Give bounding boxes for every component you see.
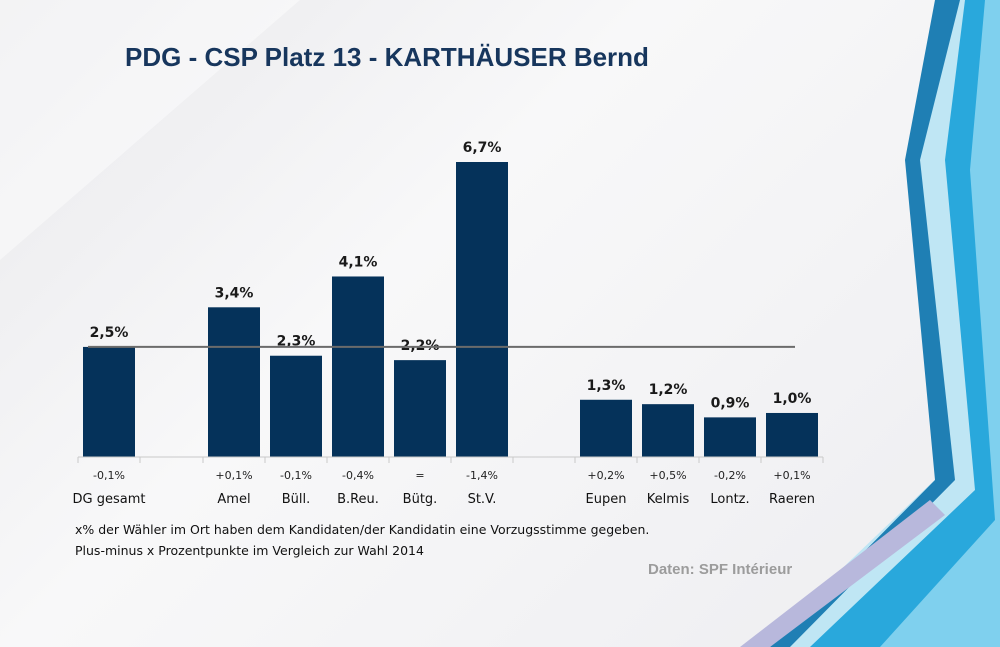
category-label: St.V. xyxy=(468,492,497,507)
bar-value-label: 2,5% xyxy=(90,325,129,341)
category-label: Lontz. xyxy=(710,492,749,507)
footnote-change: Plus-minus x Prozentpunkte im Vergleich … xyxy=(75,543,424,558)
category-label: Bütg. xyxy=(403,492,438,507)
chart-title: PDG - CSP Platz 13 - KARTHÄUSER Bernd xyxy=(125,42,649,72)
bar-value-label: 4,1% xyxy=(339,254,378,270)
category-label: B.Reu. xyxy=(337,492,379,507)
category-label: Eupen xyxy=(586,492,627,507)
change-label: +0,1% xyxy=(773,469,810,482)
bar-value-label: 1,3% xyxy=(587,378,626,394)
change-label: +0,2% xyxy=(587,469,624,482)
category-label: DG gesamt xyxy=(73,492,146,507)
bar xyxy=(394,360,446,457)
data-source: Daten: SPF Intérieur xyxy=(648,561,793,578)
category-label: Amel xyxy=(217,492,250,507)
bar-value-label: 1,0% xyxy=(773,391,812,407)
bar xyxy=(270,355,322,457)
change-label: -0,1% xyxy=(93,469,125,482)
change-label: = xyxy=(415,469,424,482)
change-label: -0,2% xyxy=(714,469,746,482)
change-label: -0,4% xyxy=(342,469,374,482)
bar xyxy=(456,162,508,457)
change-label: -1,4% xyxy=(466,469,498,482)
bar xyxy=(208,307,260,457)
bar xyxy=(766,412,818,457)
footnote-vote-share: x% der Wähler im Ort haben dem Kandidate… xyxy=(75,522,650,537)
change-label: -0,1% xyxy=(280,469,312,482)
change-label: +0,1% xyxy=(215,469,252,482)
bar xyxy=(580,399,632,457)
bar-value-label: 1,2% xyxy=(649,382,688,398)
change-label: +0,5% xyxy=(649,469,686,482)
bar xyxy=(332,276,384,457)
bar xyxy=(642,404,694,457)
category-label: Büll. xyxy=(282,492,311,507)
bar xyxy=(83,346,135,457)
bar-value-label: 3,4% xyxy=(215,285,254,301)
category-label: Kelmis xyxy=(647,492,690,507)
bar-value-label: 0,9% xyxy=(711,395,750,411)
bar-value-label: 6,7% xyxy=(463,140,502,156)
category-label: Raeren xyxy=(769,492,815,507)
bar xyxy=(704,417,756,457)
bar-value-label: 2,3% xyxy=(277,334,316,350)
